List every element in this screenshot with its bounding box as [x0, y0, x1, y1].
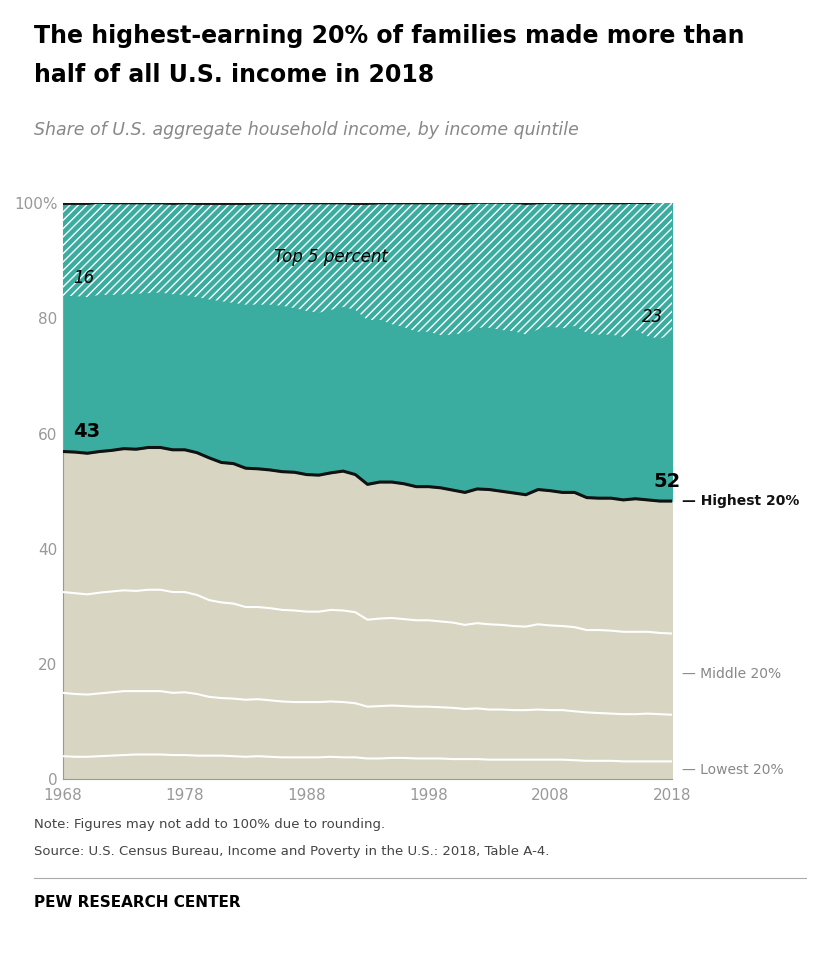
Text: Share of U.S. aggregate household income, by income quintile: Share of U.S. aggregate household income… [34, 121, 579, 139]
Text: Note: Figures may not add to 100% due to rounding.: Note: Figures may not add to 100% due to… [34, 818, 385, 831]
Text: PEW RESEARCH CENTER: PEW RESEARCH CENTER [34, 895, 240, 910]
Text: half of all U.S. income in 2018: half of all U.S. income in 2018 [34, 63, 433, 87]
Text: The highest-earning 20% of families made more than: The highest-earning 20% of families made… [34, 24, 744, 48]
Text: 52: 52 [654, 471, 681, 491]
Text: 23: 23 [642, 308, 663, 326]
Text: — Highest 20%: — Highest 20% [682, 494, 800, 508]
Text: Source: U.S. Census Bureau, Income and Poverty in the U.S.: 2018, Table A-4.: Source: U.S. Census Bureau, Income and P… [34, 845, 549, 858]
Text: 43: 43 [73, 422, 100, 441]
Text: 16: 16 [73, 269, 94, 287]
Text: — Middle 20%: — Middle 20% [682, 667, 781, 681]
Text: Top 5 percent: Top 5 percent [274, 248, 388, 266]
Text: — Lowest 20%: — Lowest 20% [682, 764, 784, 777]
